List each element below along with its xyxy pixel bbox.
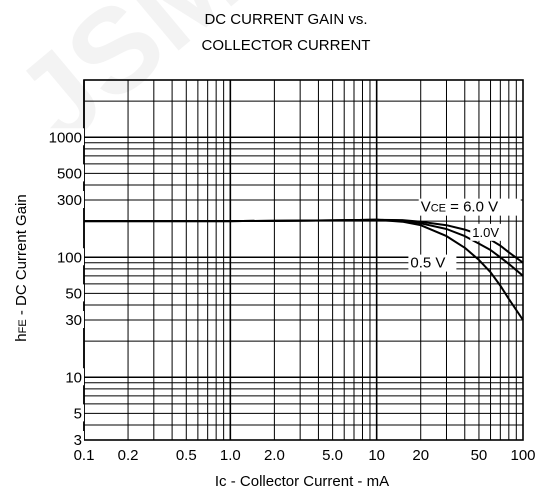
series-labels: VCE = 6.0 V 1.0V 0.5 V xyxy=(408,198,521,272)
y-axis-label-h: h xyxy=(13,333,30,341)
y-tick-label-bg xyxy=(60,368,84,386)
series-label-bg-2 xyxy=(470,223,507,241)
x-tick-label: 100 xyxy=(510,447,535,464)
series-label-bg-3 xyxy=(408,254,457,272)
y-tick-label: 30 xyxy=(65,312,82,329)
x-tick-label: 20 xyxy=(412,447,429,464)
y-axis-label-sub: FE xyxy=(17,319,29,333)
x-tick-label: 0.1 xyxy=(74,447,95,464)
x-tick-label: 50 xyxy=(471,447,488,464)
x-axis-label: Ic - Collector Current - mA xyxy=(215,473,389,490)
y-tick-label-bg xyxy=(60,284,84,302)
y-tick-label: 100 xyxy=(57,249,82,266)
series-label-2: 1.0V xyxy=(472,225,499,240)
y-tick-label: 3 xyxy=(74,432,82,449)
data-series xyxy=(84,218,524,321)
chart-title-line-1: DC CURRENT GAIN vs. xyxy=(204,11,367,28)
y-tick-label-bg xyxy=(60,311,84,328)
x-tick-label: 0.5 xyxy=(176,447,197,464)
series-label-3: 0.5 V xyxy=(410,255,445,272)
y-tick-label: 1000 xyxy=(49,129,82,146)
x-tick-label: 2.0 xyxy=(264,447,285,464)
y-tick-label-bg xyxy=(52,248,84,266)
series-label-part: = 6.0 V xyxy=(446,199,498,216)
plot-frame xyxy=(83,79,524,441)
chart-title-line-2: COLLECTOR CURRENT xyxy=(202,37,371,54)
series-line-1 xyxy=(84,218,524,264)
y-tick-label-bg xyxy=(52,164,84,182)
series-line-3 xyxy=(84,218,524,321)
y-tick-label-bg xyxy=(52,191,84,208)
series-label-bg-1 xyxy=(418,198,521,216)
y-tick-label-bg xyxy=(69,431,84,448)
y-tick-label: 50 xyxy=(65,285,82,302)
series-label-part: 1.0V xyxy=(472,225,499,240)
x-tick-label: 10 xyxy=(368,447,385,464)
series-label-part: V xyxy=(421,199,431,216)
y-tick-label: 10 xyxy=(65,369,82,386)
grid xyxy=(83,79,523,441)
x-tick-label: 0.2 xyxy=(118,447,139,464)
x-tick-label: 1.0 xyxy=(220,447,241,464)
series-label-part: CE xyxy=(431,203,446,215)
y-tick-label: 5 xyxy=(74,405,82,422)
series-label-part: 0.5 V xyxy=(410,255,445,272)
x-tick-labels: 0.1 0.2 0.5 1.0 2.0 5.0 10 20 50 100 xyxy=(74,447,536,464)
y-axis-label: hFE - DC Current Gain xyxy=(13,194,30,341)
y-tick-label-bg xyxy=(69,404,84,422)
y-tick-label-bg xyxy=(43,128,84,146)
y-tick-labels: 3 5 10 30 50 100 300 500 1000 xyxy=(43,128,84,449)
y-tick-label: 300 xyxy=(57,192,82,209)
y-tick-label: 500 xyxy=(57,165,82,182)
x-tick-label: 5.0 xyxy=(322,447,343,464)
y-axis-label-rest: - DC Current Gain xyxy=(13,194,30,319)
series-label-1: VCE = 6.0 V xyxy=(421,199,498,216)
